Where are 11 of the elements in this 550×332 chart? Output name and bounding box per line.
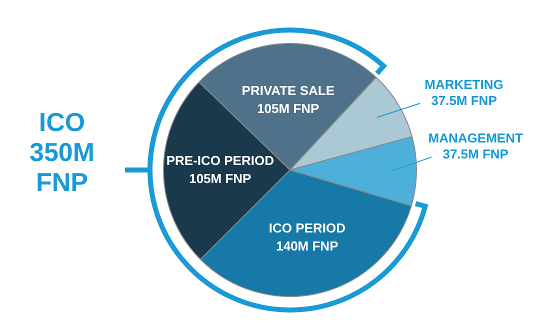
text: ICO 350M FNP: [29, 107, 95, 198]
slice-label: PRE-ICO PERIOD: [166, 153, 274, 168]
slice-label: ICO PERIOD: [268, 220, 346, 236]
slice-label: MARKETING: [424, 76, 504, 92]
data-label: 37.5M FNP: [431, 92, 498, 108]
slice-label: PRIVATE SALE: [242, 82, 335, 98]
data-label: 105M FNP: [257, 100, 320, 116]
slice-label: MANAGEMENT: [428, 130, 523, 146]
data-label: 140M FNP: [276, 238, 339, 254]
data-label: 105M FNP: [189, 171, 252, 186]
data-label: 37.5M FNP: [442, 146, 509, 162]
